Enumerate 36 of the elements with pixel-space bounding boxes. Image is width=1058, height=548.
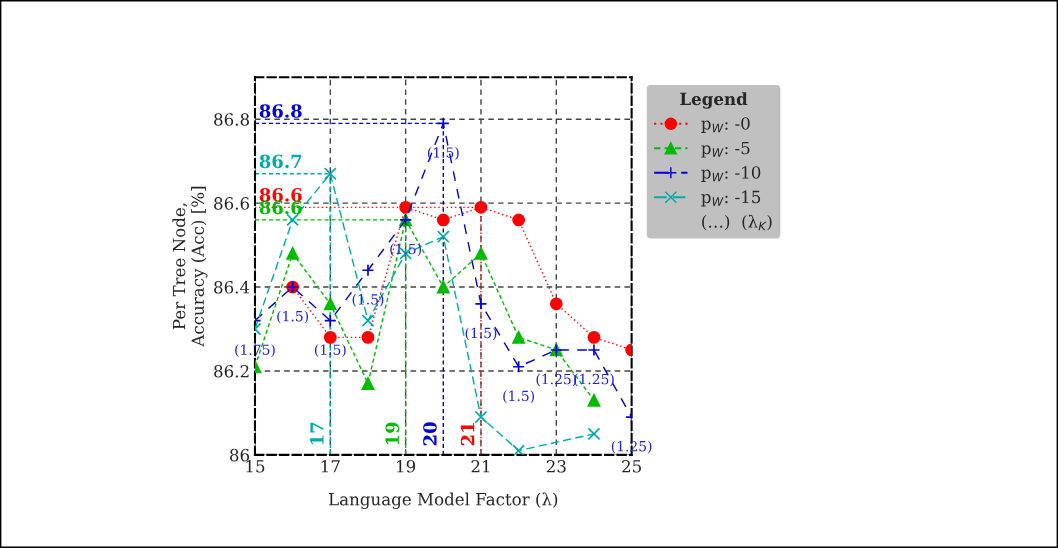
ref-line-label: 86.6 <box>259 188 302 202</box>
ref-line-label: 86.8 <box>259 104 302 118</box>
ref-line-label: 86.6 <box>259 200 302 215</box>
annotation: (1.5) <box>352 293 384 307</box>
ref-line-label: 17 <box>310 422 324 445</box>
y-tick-label: 86 <box>230 448 250 462</box>
x-tick-label: 19 <box>397 460 416 473</box>
x-axis-title: Language Model Factor (λ) <box>329 492 558 509</box>
y-tick-label: 86.2 <box>214 364 249 378</box>
legend-label: p$_{W}$: -10 <box>701 166 761 182</box>
x-tick-label: 21 <box>471 460 490 473</box>
annotation: (1.25) <box>536 373 577 387</box>
annotation: (1.5) <box>503 390 534 404</box>
ref-line-label: 86.7 <box>259 154 302 169</box>
annotation: (1.25) <box>574 373 614 387</box>
annotation: (1.5) <box>465 327 497 341</box>
x-tick-label: 23 <box>546 460 566 473</box>
ref-line-label: 21 <box>460 423 475 446</box>
text: (…) (λ$_{K}$) <box>702 214 772 231</box>
legend-label: p$_{W}$: -15 <box>701 190 761 207</box>
x-tick-label: 25 <box>622 460 641 473</box>
x-tick-label: 17 <box>321 460 340 473</box>
ref-line-label: 20 <box>423 422 437 446</box>
annotation: (1.25) <box>611 440 652 454</box>
annotation: (1.5) <box>277 310 309 324</box>
y-tick-label: 86.4 <box>214 280 250 294</box>
y-tick-label: 86.8 <box>214 113 249 126</box>
x-tick-label: 15 <box>246 460 265 473</box>
y-tick-label: 86.6 <box>214 197 250 210</box>
y-axis-title: Per Tree Node, Accuracy (Acc) [%] <box>172 186 208 347</box>
legend-title: Legend <box>680 92 748 109</box>
legend-label: p$_{W}$: -5 <box>701 141 750 158</box>
annotation: (1.5) <box>427 147 459 160</box>
ref-line-label: 19 <box>385 422 400 445</box>
annotation: (1.5) <box>314 344 346 357</box>
legend-label: p$_{W}$: -0 <box>701 117 750 133</box>
